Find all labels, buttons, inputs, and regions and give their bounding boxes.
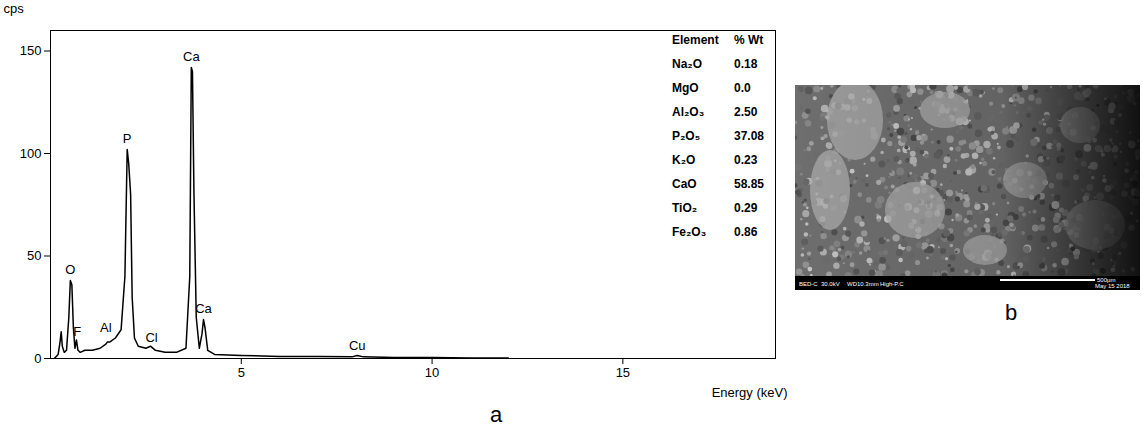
html-text:0.86: 0.86 <box>734 225 758 239</box>
svg-text:10: 10 <box>425 365 439 380</box>
html-text:CaO: CaO <box>672 177 697 191</box>
html-text:Fe₂O₃: Fe₂O₃ <box>672 225 707 239</box>
html-text:0.18: 0.18 <box>734 57 758 71</box>
html-text:0.29: 0.29 <box>734 201 758 215</box>
html-text:0.23: 0.23 <box>734 153 758 167</box>
svg-text:F: F <box>73 324 81 339</box>
svg-text:5: 5 <box>238 365 245 380</box>
svg-text:0: 0 <box>34 351 41 366</box>
svg-text:cps: cps <box>4 1 25 16</box>
html-text:0.0: 0.0 <box>734 81 751 95</box>
svg-text:WD10.3mm: WD10.3mm <box>847 281 879 287</box>
svg-text:100: 100 <box>20 146 42 161</box>
html-text:MgO: MgO <box>672 81 699 95</box>
svg-text:50: 50 <box>27 248 41 263</box>
html-text:Al₂O₃: Al₂O₃ <box>672 105 705 119</box>
svg-text:Ca: Ca <box>195 301 212 316</box>
svg-text:Cu: Cu <box>349 338 366 353</box>
html-text:b: b <box>1005 300 1018 325</box>
svg-text:15: 15 <box>616 365 630 380</box>
html-text:37.08: 37.08 <box>734 129 764 143</box>
html-text:2.50: 2.50 <box>734 105 758 119</box>
svg-text:High-P.C: High-P.C <box>880 281 904 287</box>
html-text:58.85: 58.85 <box>734 177 764 191</box>
svg-text:Al: Al <box>100 320 112 335</box>
svg-text:Cl: Cl <box>145 330 157 345</box>
svg-text:O: O <box>65 262 75 277</box>
svg-text:Energy (keV): Energy (keV) <box>712 385 788 400</box>
svg-text:500µm: 500µm <box>1097 277 1116 283</box>
html-text:Na₂O: Na₂O <box>672 57 702 71</box>
html-text:P₂O₅: P₂O₅ <box>672 129 701 143</box>
svg-text:30.0kV: 30.0kV <box>821 281 840 287</box>
html-text:TiO₂: TiO₂ <box>672 201 698 215</box>
html-text:Element: Element <box>672 33 719 47</box>
html-text:K₂O: K₂O <box>672 153 696 167</box>
svg-text:BED-C: BED-C <box>799 281 818 287</box>
svg-text:150: 150 <box>20 43 42 58</box>
html-text:% Wt: % Wt <box>734 33 764 47</box>
svg-text:Ca: Ca <box>183 49 200 64</box>
svg-text:P: P <box>123 131 132 146</box>
html-text:a: a <box>490 402 503 427</box>
svg-text:May 15 2018: May 15 2018 <box>1095 283 1130 289</box>
